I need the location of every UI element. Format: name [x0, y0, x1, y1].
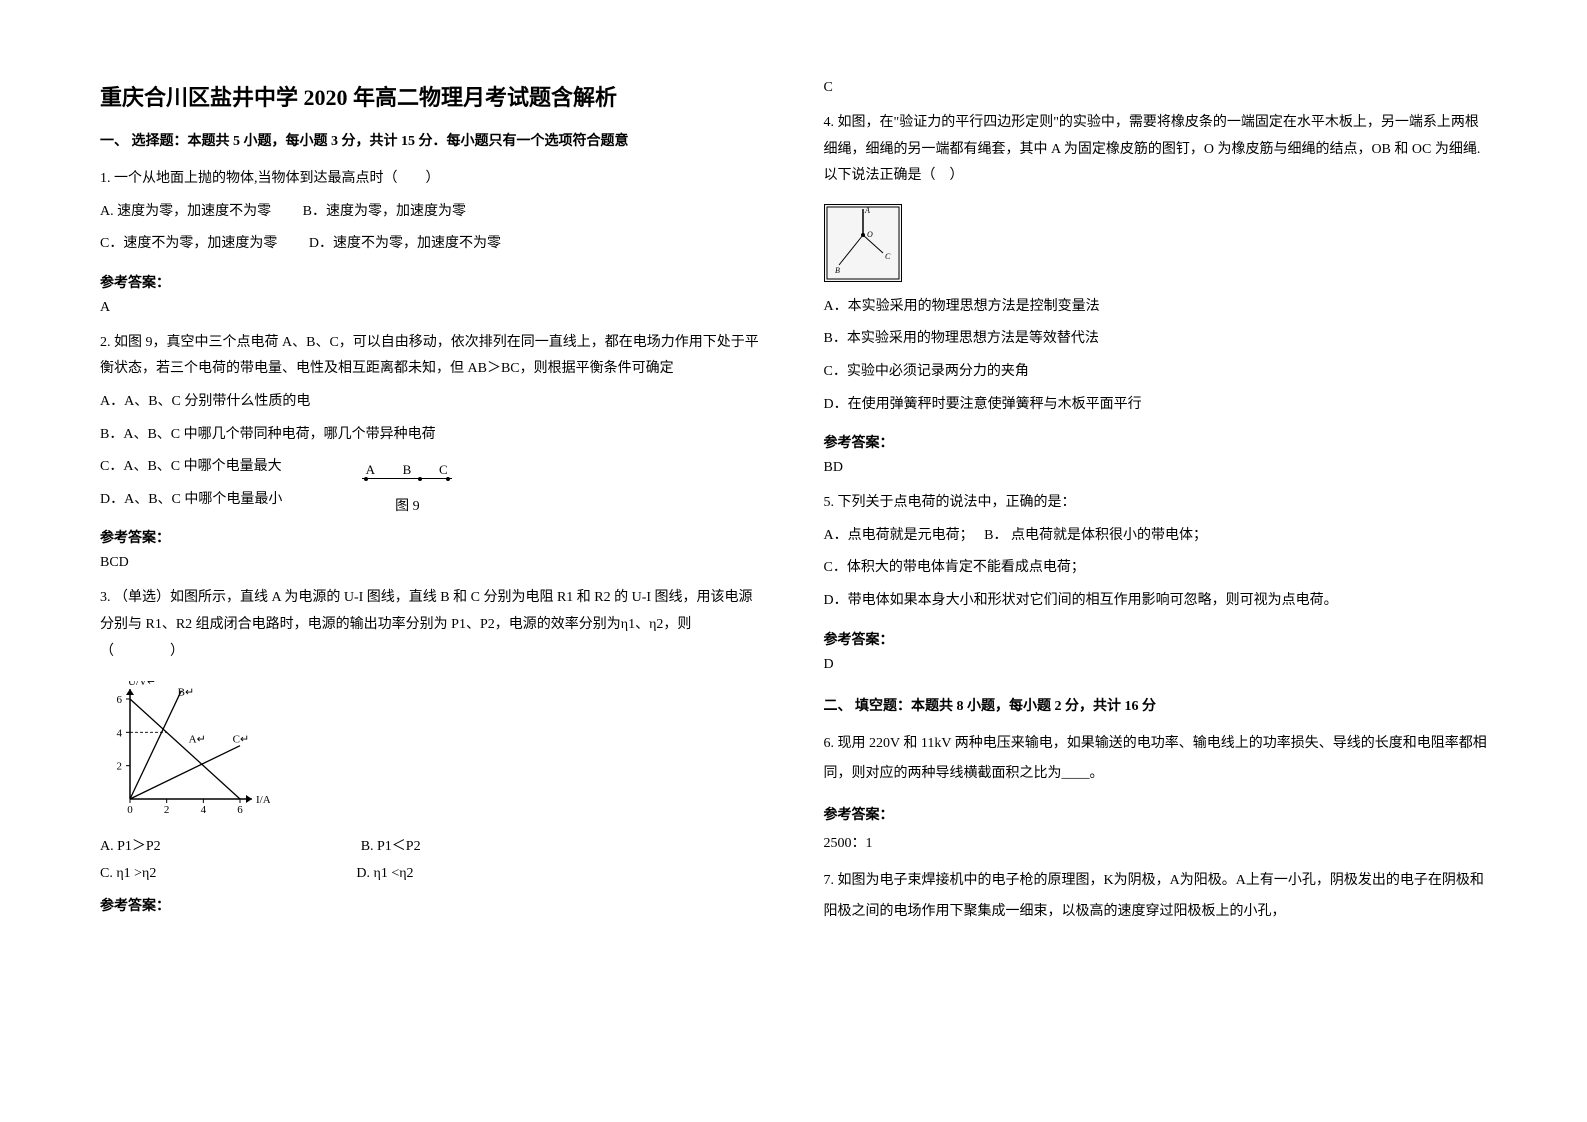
q1-answer-label: 参考答案：	[100, 272, 764, 292]
q1-optA: A. 速度为零，加速度不为零	[100, 204, 271, 219]
q3-options-ab: A. P1＞P2 B. P1＜P2	[100, 834, 764, 861]
q5-optB: B． 点电荷就是体积很小的带电体；	[984, 528, 1207, 543]
q5-answer-label: 参考答案：	[824, 629, 1488, 649]
q1-optB: B．速度为零，加速度为零	[303, 204, 466, 219]
abc-dot-c	[446, 477, 450, 481]
q2-row-c: C．A、B、C 中哪个电量最大 A B C	[100, 454, 764, 487]
svg-text:4: 4	[201, 804, 207, 816]
q2-answer: BCD	[100, 555, 764, 571]
q7-text: 7. 如图为电子束焊接机中的电子枪的原理图，K为阴极，A为阳极。A上有一小孔，阴…	[824, 866, 1488, 928]
q2-answer-label: 参考答案：	[100, 527, 764, 547]
q1-text: 1. 一个从地面上抛的物体,当物体到达最高点时（ ）	[100, 166, 764, 193]
q6-answer-label: 参考答案：	[824, 804, 1488, 824]
q2-optC: C．A、B、C 中哪个电量最大	[100, 454, 282, 481]
svg-text:6: 6	[237, 804, 243, 816]
svg-text:B: B	[835, 266, 840, 275]
abc-label-c: C	[439, 462, 448, 478]
svg-text:O: O	[867, 230, 873, 239]
q3-optA: A. P1＞P2	[100, 834, 161, 861]
abc-diagram: A B C	[362, 462, 452, 479]
abc-label-b: B	[403, 462, 412, 478]
svg-text:C: C	[885, 252, 891, 261]
svg-text:4: 4	[117, 727, 123, 739]
page-title: 重庆合川区盐井中学 2020 年高二物理月考试题含解析	[100, 80, 764, 112]
right-column: C 4. 如图，在"验证力的平行四边形定则"的实验中，需要将橡皮条的一端固定在水…	[824, 80, 1488, 1082]
q3-optD: D. η1 <η2	[356, 861, 413, 888]
q4-optD: D．在使用弹簧秤时要注意使弹簧秤与木板平面平行	[824, 392, 1488, 419]
abc-label-a: A	[366, 462, 375, 478]
q4-optB: B．本实验采用的物理思想方法是等效替代法	[824, 326, 1488, 353]
q3-optB: B. P1＜P2	[361, 834, 421, 861]
q4-svg: A O B C	[825, 205, 901, 281]
left-column: 重庆合川区盐井中学 2020 年高二物理月考试题含解析 一、 选择题：本题共 5…	[100, 80, 764, 1082]
svg-text:A: A	[864, 206, 870, 215]
svg-text:C↵: C↵	[233, 733, 250, 745]
q5-answer: D	[824, 657, 1488, 673]
q6-text: 6. 现用 220V 和 11kV 两种电压来输电，如果输送的电功率、输电线上的…	[824, 729, 1488, 791]
q3-optC: C. η1 >η2	[100, 861, 156, 888]
q3-options-cd: C. η1 >η2 D. η1 <η2	[100, 861, 764, 888]
q5-options-ab: A．点电荷就是元电荷； B． 点电荷就是体积很小的带电体；	[824, 523, 1488, 550]
svg-text:2: 2	[117, 761, 123, 773]
svg-text:6: 6	[117, 694, 123, 706]
q1-answer: A	[100, 300, 764, 316]
q1-options-cd: C．速度不为零，加速度为零 D．速度不为零，加速度不为零	[100, 231, 764, 258]
section1-header: 一、 选择题：本题共 5 小题，每小题 3 分，共计 15 分．每小题只有一个选…	[100, 130, 764, 150]
q1-optC: C．速度不为零，加速度为零	[100, 236, 277, 251]
q2-optD: D．A、B、C 中哪个电量最小	[100, 487, 282, 514]
svg-text:2: 2	[164, 804, 170, 816]
q4-text: 4. 如图，在"验证力的平行四边形定则"的实验中，需要将橡皮条的一端固定在水平木…	[824, 110, 1488, 190]
q4-diagram: A O B C	[824, 204, 902, 282]
svg-text:I/A↵: I/A↵	[256, 794, 270, 806]
q6-answer: 2500：1	[824, 832, 1488, 852]
q5-optA: A．点电荷就是元电荷；	[824, 528, 967, 543]
q4-answer-label: 参考答案：	[824, 432, 1488, 452]
svg-text:A↵: A↵	[189, 733, 206, 745]
q5-optC: C．体积大的带电体肯定不能看成点电荷；	[824, 555, 1488, 582]
svg-text:0: 0	[127, 804, 133, 816]
q2-optA: A．A、B、C 分别带什么性质的电	[100, 389, 764, 416]
q2-text: 2. 如图 9，真空中三个点电荷 A、B、C，可以自由移动，依次排列在同一直线上…	[100, 330, 764, 383]
section2-header: 二、 填空题：本题共 8 小题，每小题 2 分，共计 16 分	[824, 695, 1488, 715]
q2-optB: B．A、B、C 中哪几个带同种电荷，哪几个带异种电荷	[100, 422, 764, 449]
q3-answer: C	[824, 80, 1488, 96]
abc-dot-b	[418, 477, 422, 481]
q3-answer-label: 参考答案：	[100, 895, 764, 915]
ui-chart: 0 2 4 6 2 4 6 A↵ B↵ C↵ U/V↵ I/A↵	[100, 681, 764, 826]
svg-text:U/V↵: U/V↵	[128, 681, 156, 688]
chart-svg: 0 2 4 6 2 4 6 A↵ B↵ C↵ U/V↵ I/A↵	[100, 681, 270, 821]
q2-fig-caption: 图 9	[362, 495, 452, 515]
q1-optD: D．速度不为零，加速度不为零	[309, 236, 501, 251]
q4-answer: BD	[824, 460, 1488, 476]
q2-row-d: D．A、B、C 中哪个电量最小 图 9	[100, 487, 764, 520]
q1-options-ab: A. 速度为零，加速度不为零 B．速度为零，加速度为零	[100, 199, 764, 226]
q4-optA: A．本实验采用的物理思想方法是控制变量法	[824, 294, 1488, 321]
abc-dot-a	[364, 477, 368, 481]
q4-optC: C．实验中必须记录两分力的夹角	[824, 359, 1488, 386]
q3-text: 3. （单选）如图所示，直线 A 为电源的 U-I 图线，直线 B 和 C 分别…	[100, 585, 764, 665]
q5-optD: D．带电体如果本身大小和形状对它们间的相互作用影响可忽略，则可视为点电荷。	[824, 588, 1488, 615]
svg-text:B↵: B↵	[178, 687, 195, 699]
q5-text: 5. 下列关于点电荷的说法中，正确的是：	[824, 490, 1488, 517]
